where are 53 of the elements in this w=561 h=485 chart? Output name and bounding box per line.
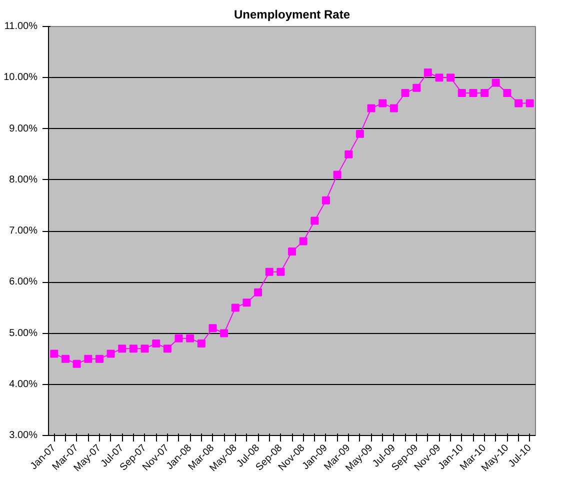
point	[492, 78, 500, 87]
point	[526, 99, 534, 108]
point	[288, 247, 296, 256]
point	[469, 88, 478, 97]
point	[152, 339, 160, 348]
point	[140, 344, 149, 353]
point	[435, 74, 444, 82]
point	[356, 130, 364, 138]
point	[446, 74, 455, 82]
y-tick-label: 7.00%	[9, 226, 38, 236]
point	[344, 150, 353, 158]
point	[424, 68, 432, 77]
y-tick-label: 6.00%	[9, 276, 38, 288]
y-tick-label: 11.00%	[4, 21, 38, 32]
point	[458, 88, 466, 97]
y-tick-label: 3.00%	[9, 430, 38, 441]
point	[186, 334, 194, 342]
y-tick-label: 8.00%	[9, 174, 38, 186]
point	[322, 196, 330, 204]
point	[265, 268, 274, 276]
point	[503, 88, 512, 97]
point	[163, 344, 172, 353]
point	[84, 354, 92, 363]
chart-title: Unemployment Rate	[234, 8, 350, 22]
y-tick-label: 4.00%	[9, 378, 38, 390]
point	[129, 344, 138, 353]
point	[106, 350, 115, 358]
point	[50, 350, 58, 358]
point	[118, 344, 126, 353]
point	[72, 360, 81, 368]
point	[390, 104, 398, 112]
point	[242, 298, 251, 307]
point	[61, 354, 70, 363]
y-tick-label: 9.00%	[9, 123, 38, 134]
point	[378, 99, 387, 108]
point	[174, 334, 183, 342]
point	[299, 237, 308, 246]
point	[95, 354, 104, 363]
point	[310, 216, 319, 225]
point	[208, 324, 217, 332]
y-tick-label: 5.00%	[9, 328, 38, 339]
point	[333, 170, 342, 179]
point	[412, 84, 421, 92]
point	[231, 304, 240, 312]
point	[401, 88, 410, 97]
point	[220, 329, 228, 338]
point	[367, 104, 376, 112]
point	[514, 99, 523, 108]
point	[197, 339, 206, 348]
y-tick-label: 10.00%	[4, 72, 38, 84]
point	[276, 268, 285, 276]
point	[480, 88, 489, 97]
point	[254, 288, 262, 296]
